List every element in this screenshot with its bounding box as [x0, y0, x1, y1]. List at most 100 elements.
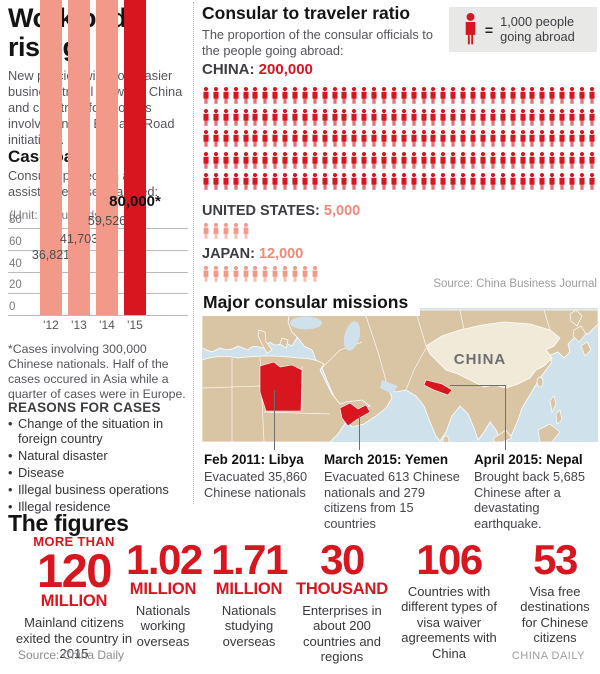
- person-icon: [233, 87, 239, 104]
- person-icon: [312, 87, 318, 104]
- person-icon: [341, 173, 348, 190]
- country-label: UNITED STATES:: [202, 203, 320, 219]
- person-icon: [480, 130, 486, 147]
- person-icon: [292, 266, 298, 282]
- person-icon: [529, 130, 535, 147]
- person-icon: [470, 151, 476, 169]
- country-value: 200,000: [258, 61, 313, 78]
- person-icon: [341, 87, 348, 104]
- person-icon: [559, 151, 565, 169]
- person-icon: [460, 87, 466, 104]
- person-icon: [223, 173, 229, 190]
- person-icon: [243, 151, 249, 169]
- country-label: JAPAN:: [202, 246, 255, 262]
- person-icon: [559, 87, 565, 104]
- person-icon: [302, 108, 308, 126]
- person-icon: [411, 87, 417, 104]
- person-icon: [421, 108, 427, 126]
- person-icon: [463, 11, 480, 48]
- event-text: Evacuated 613 Chinese nationals and 279 …: [324, 469, 460, 531]
- person-icon: [341, 151, 348, 169]
- ratio-source: Source: China Business Journal: [433, 278, 597, 290]
- figure-enterprises: 30 THOUSAND Enterprises in about 200 cou…: [296, 539, 388, 665]
- reasons-heading: REASONS FOR CASES: [8, 400, 161, 415]
- person-icon: [312, 266, 318, 282]
- person-icon: [272, 130, 278, 147]
- person-icon: [381, 173, 387, 190]
- figure-visa-free: 53 Visa free destinations for Chinese ci…: [514, 539, 596, 646]
- person-icon: [243, 266, 248, 282]
- person-icon: [262, 130, 268, 147]
- person-icon: [381, 87, 387, 104]
- figure-studying-overseas: 1.71 MILLION Nationals studying overseas: [210, 539, 288, 649]
- person-icon: [391, 151, 397, 169]
- person-icon: [341, 130, 348, 147]
- person-icon: [292, 87, 298, 104]
- person-icon: [430, 130, 437, 147]
- person-icon: [332, 151, 338, 169]
- person-icon: [569, 130, 575, 147]
- person-icon: [282, 87, 288, 104]
- person-icon: [203, 173, 209, 190]
- person-icon: [569, 87, 575, 104]
- person-icon: [579, 151, 585, 169]
- person-icon: [203, 266, 209, 282]
- country-value: 5,000: [323, 203, 361, 219]
- person-icon: [490, 108, 496, 126]
- person-icon: [351, 87, 357, 104]
- person-icon: [351, 173, 357, 190]
- figure-working-overseas: 1.02 MILLION Nationals working overseas: [126, 539, 203, 649]
- person-icon: [243, 173, 249, 190]
- person-icon: [282, 130, 288, 147]
- person-icon: [381, 151, 387, 169]
- chart-x-axis: '12'13'14'15: [43, 318, 143, 332]
- person-icon: [213, 151, 219, 169]
- person-icon: [549, 108, 555, 126]
- person-icon: [332, 130, 338, 147]
- figure-unit: MILLION: [129, 579, 197, 598]
- person-icon: [371, 151, 377, 169]
- mission-events: Feb 2011: Libya Evacuated 35,860 Chinese…: [202, 452, 600, 531]
- person-icon: [579, 87, 585, 104]
- figure-caption: Enterprises in about 200 countries and r…: [302, 602, 382, 665]
- person-icon: [381, 108, 387, 126]
- event-title: Feb 2011: Libya: [204, 452, 304, 467]
- person-icon: [292, 173, 298, 190]
- person-icon: [272, 87, 278, 104]
- figure-caption: Visa free destinations for Chinese citiz…: [520, 583, 590, 646]
- person-icon: [450, 87, 456, 104]
- figures-source: Source: China Daily: [18, 648, 125, 662]
- person-icon: [401, 130, 407, 147]
- person-icon: [322, 108, 328, 126]
- person-icon: [500, 87, 506, 104]
- figure-unit: MILLION: [215, 579, 283, 598]
- us-pictogram: [202, 221, 600, 242]
- person-icon: [460, 151, 466, 169]
- person-icon: [480, 87, 486, 104]
- person-icon: [480, 173, 486, 190]
- person-icon: [539, 173, 545, 190]
- person-icon: [589, 173, 595, 190]
- map-svg: CHINA: [201, 307, 599, 445]
- person-icon: [569, 108, 575, 126]
- figure-visa-waiver: 106 Countries with different types of vi…: [390, 536, 508, 662]
- chart-plot-area: 0 20 40 60 80 36,821 41,703 59,526 80,000*: [8, 0, 188, 316]
- figures-heading: The figures: [8, 510, 129, 536]
- person-icon: [589, 151, 595, 169]
- person-icon: [302, 151, 308, 169]
- event-title: April 2015: Nepal: [474, 452, 583, 467]
- person-icon: [421, 151, 427, 169]
- figure-number: 106: [416, 536, 483, 583]
- person-icon: [371, 108, 377, 126]
- person-icon: [361, 108, 367, 126]
- person-icon: [569, 151, 575, 169]
- person-icon: [430, 87, 437, 104]
- person-icon: [460, 173, 466, 190]
- person-icon: [559, 108, 565, 126]
- person-icon: [401, 108, 407, 126]
- person-icon: [421, 87, 427, 104]
- reasons-section: REASONS FOR CASES Change of the situatio…: [8, 400, 192, 515]
- person-icon: [549, 130, 555, 147]
- person-icon: [341, 108, 348, 126]
- person-icon: [480, 108, 486, 126]
